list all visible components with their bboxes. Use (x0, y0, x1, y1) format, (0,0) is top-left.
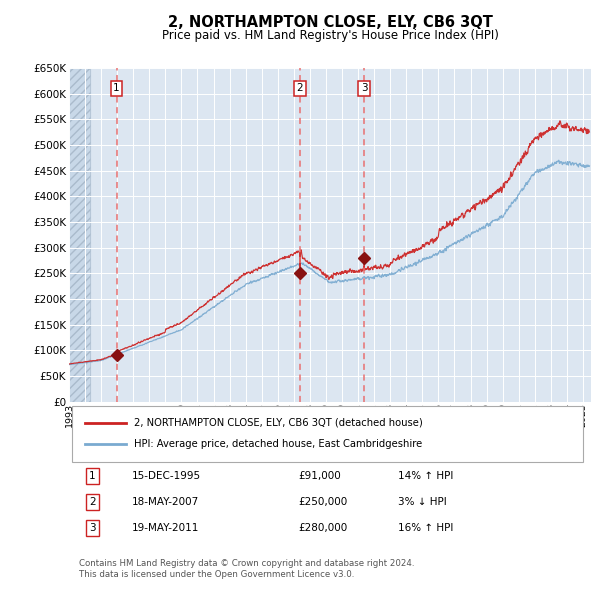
Text: 16% ↑ HPI: 16% ↑ HPI (398, 523, 453, 533)
Bar (69, 68, 90, 402)
Text: £91,000: £91,000 (299, 471, 341, 481)
Text: 18-MAY-2007: 18-MAY-2007 (131, 497, 199, 507)
Text: 1: 1 (89, 471, 96, 481)
Text: 3: 3 (89, 523, 96, 533)
Text: 2, NORTHAMPTON CLOSE, ELY, CB6 3QT: 2, NORTHAMPTON CLOSE, ELY, CB6 3QT (167, 15, 493, 30)
Text: 19-MAY-2011: 19-MAY-2011 (131, 523, 199, 533)
Text: HPI: Average price, detached house, East Cambridgeshire: HPI: Average price, detached house, East… (134, 440, 422, 449)
Text: Price paid vs. HM Land Registry's House Price Index (HPI): Price paid vs. HM Land Registry's House … (161, 30, 499, 42)
Text: 2: 2 (89, 497, 96, 507)
Text: 3: 3 (361, 83, 368, 93)
Text: 14% ↑ HPI: 14% ↑ HPI (398, 471, 453, 481)
Text: 1: 1 (113, 83, 120, 93)
Text: 2: 2 (296, 83, 303, 93)
Text: 15-DEC-1995: 15-DEC-1995 (131, 471, 201, 481)
Text: 3% ↓ HPI: 3% ↓ HPI (398, 497, 446, 507)
Text: 2, NORTHAMPTON CLOSE, ELY, CB6 3QT (detached house): 2, NORTHAMPTON CLOSE, ELY, CB6 3QT (deta… (134, 418, 423, 428)
FancyBboxPatch shape (71, 407, 583, 462)
Bar (69, 68, 90, 402)
Text: £280,000: £280,000 (299, 523, 348, 533)
Text: Contains HM Land Registry data © Crown copyright and database right 2024.
This d: Contains HM Land Registry data © Crown c… (79, 559, 415, 579)
Text: £250,000: £250,000 (299, 497, 348, 507)
